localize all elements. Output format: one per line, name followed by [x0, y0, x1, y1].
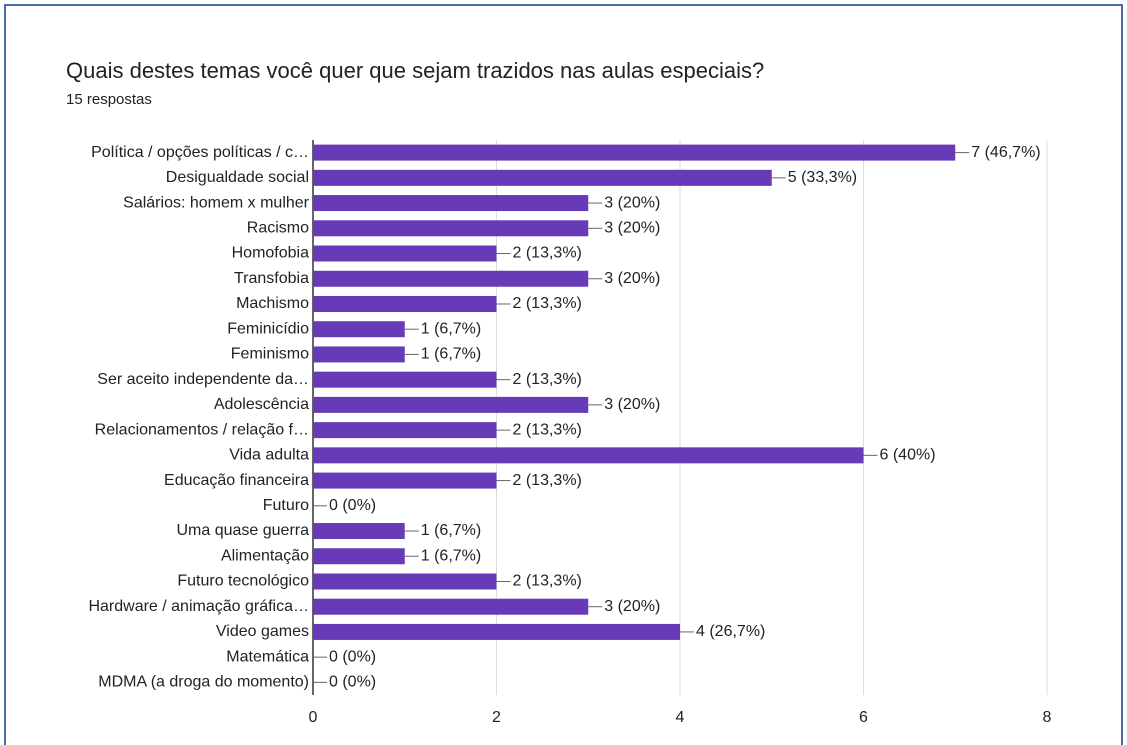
frame	[4, 4, 1123, 745]
x-tick-label: 0	[309, 709, 318, 726]
value-label: 3 (20%)	[604, 194, 660, 211]
y-tick-label: Feminismo	[231, 346, 309, 363]
bar	[313, 573, 497, 590]
bar	[313, 169, 772, 186]
value-label: 3 (20%)	[604, 396, 660, 413]
y-tick-label: Uma quase guerra	[176, 522, 309, 539]
value-label: 0 (0%)	[329, 497, 376, 514]
value-label: 2 (13,3%)	[513, 371, 582, 388]
bar	[313, 422, 497, 439]
bar	[313, 321, 405, 338]
value-label: 0 (0%)	[329, 648, 376, 665]
value-label: 5 (33,3%)	[788, 169, 857, 186]
chart-subtitle: 15 respostas	[66, 91, 152, 108]
x-tick-label: 6	[859, 709, 868, 726]
value-label: 6 (40%)	[880, 447, 936, 464]
bar	[313, 195, 589, 212]
bar	[313, 623, 680, 640]
value-label: 2 (13,3%)	[513, 295, 582, 312]
value-label: 1 (6,7%)	[421, 346, 481, 363]
y-tick-label: Homofobia	[232, 245, 309, 262]
value-label: 2 (13,3%)	[513, 573, 582, 590]
y-tick-label: Matemática	[226, 648, 309, 665]
bar	[313, 523, 405, 540]
y-tick-label: Adolescência	[214, 396, 309, 413]
value-label: 3 (20%)	[604, 598, 660, 615]
y-tick-label: Educação financeira	[164, 472, 309, 489]
value-label: 2 (13,3%)	[513, 245, 582, 262]
x-tick-label: 8	[1043, 709, 1052, 726]
x-tick-label: 2	[492, 709, 501, 726]
value-label: 4 (26,7%)	[696, 623, 765, 640]
bar	[313, 346, 405, 363]
y-tick-label: Salários: homem x mulher	[123, 194, 310, 211]
y-tick-label: Video games	[216, 623, 309, 640]
bar	[313, 371, 497, 388]
bar	[313, 270, 589, 287]
value-label: 3 (20%)	[604, 220, 660, 237]
bar	[313, 144, 956, 161]
x-tick-label: 4	[676, 709, 685, 726]
y-tick-label: Política / opções políticas / c…	[91, 144, 309, 161]
value-label: 3 (20%)	[604, 270, 660, 287]
y-tick-label: Feminicídio	[227, 320, 309, 337]
y-tick-label: Alimentação	[221, 547, 309, 564]
bar	[313, 472, 497, 489]
y-tick-label: Vida adulta	[229, 447, 309, 464]
value-label: 1 (6,7%)	[421, 547, 481, 564]
y-tick-label: Racismo	[247, 220, 309, 237]
bar	[313, 548, 405, 565]
y-tick-label: Machismo	[236, 295, 309, 312]
y-tick-label: Futuro tecnológico	[177, 573, 309, 590]
bar	[313, 245, 497, 262]
value-label: 7 (46,7%)	[971, 144, 1040, 161]
value-label: 1 (6,7%)	[421, 522, 481, 539]
value-label: 2 (13,3%)	[513, 472, 582, 489]
y-tick-label: Futuro	[263, 497, 309, 514]
value-label: 1 (6,7%)	[421, 320, 481, 337]
bar	[313, 220, 589, 237]
y-tick-label: Transfobia	[234, 270, 309, 287]
y-tick-label: Hardware / animação gráfica…	[88, 598, 309, 615]
chart-title: Quais destes temas você quer que sejam t…	[66, 58, 764, 83]
y-tick-label: MDMA (a droga do momento)	[98, 674, 309, 691]
y-tick-label: Relacionamentos / relação f…	[95, 421, 309, 438]
value-label: 0 (0%)	[329, 674, 376, 691]
value-label: 2 (13,3%)	[513, 421, 582, 438]
bar	[313, 295, 497, 312]
y-tick-label: Desigualdade social	[166, 169, 309, 186]
bar	[313, 598, 589, 615]
y-tick-label: Ser aceito independente da…	[97, 371, 309, 388]
bar	[313, 447, 864, 464]
bar	[313, 396, 589, 413]
